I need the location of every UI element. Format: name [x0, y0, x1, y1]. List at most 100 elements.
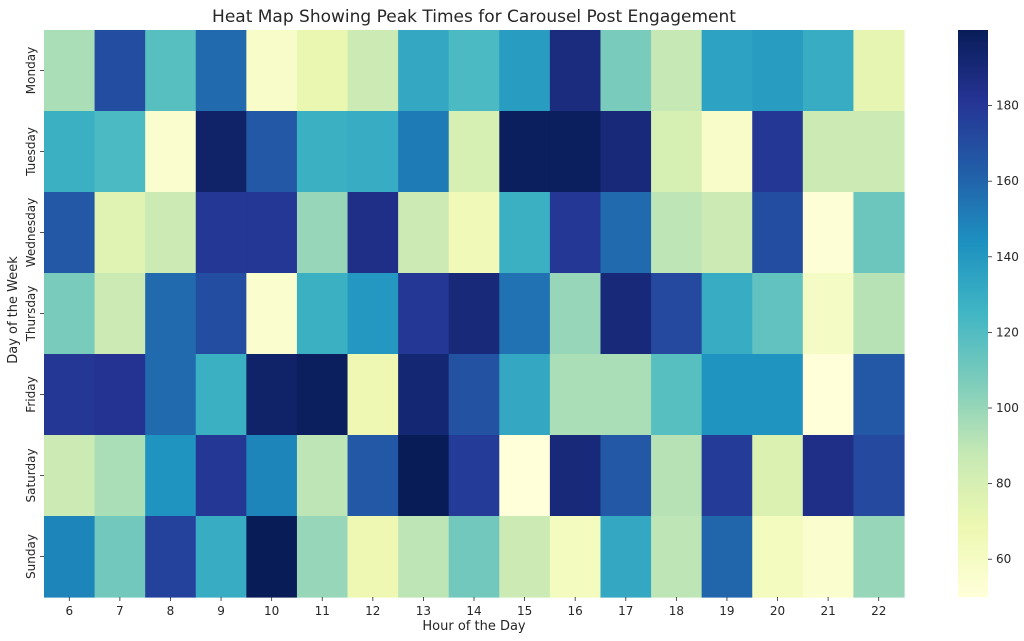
heatmap-cell: [651, 273, 703, 355]
heatmap-cell: [701, 273, 753, 355]
heatmap-cell: [94, 273, 146, 355]
y-tick-label: Sunday: [24, 534, 38, 579]
heatmap-cell: [802, 516, 855, 598]
heatmap-cell: [853, 30, 905, 112]
colorbar-tick-label: 80: [996, 477, 1011, 491]
heatmap-cell: [853, 435, 905, 517]
heatmap-cell: [398, 111, 450, 193]
heatmap-cell: [802, 354, 855, 436]
x-axis-label: Hour of the Day: [422, 619, 526, 634]
heatmap-cell: [853, 192, 905, 274]
heatmap-cell: [44, 354, 96, 436]
heatmap-cell: [44, 435, 96, 517]
heatmap-cell: [398, 435, 450, 517]
y-tick-label: Saturday: [24, 448, 38, 502]
y-tick-label: Friday: [24, 376, 38, 412]
y-tick-label: Tuesday: [24, 127, 38, 177]
heatmap-cell: [701, 192, 753, 274]
heatmap-cell: [145, 30, 197, 112]
y-tick-label: Wednesday: [24, 198, 38, 267]
colorbar-tick-label: 120: [996, 325, 1019, 339]
x-tick-label: 22: [871, 604, 886, 618]
heatmap-cell: [347, 435, 399, 517]
heatmap-cell: [600, 273, 652, 355]
heatmap-cell: [802, 435, 855, 517]
x-tick-label: 13: [416, 604, 431, 618]
heatmap-cell: [549, 273, 602, 355]
heatmap-cell: [94, 30, 146, 112]
heatmap-cell: [752, 30, 804, 112]
heatmap-cell: [195, 111, 247, 193]
heatmap-cell: [398, 30, 450, 112]
x-axis: 6 7 8 9 10 11 12 13 14 15 16 17 18 19 20 21 22: [65, 597, 886, 618]
heatmap-cell: [600, 30, 652, 112]
heatmap-cell: [398, 273, 450, 355]
heatmap-cell: [549, 111, 602, 193]
x-tick-label: 19: [719, 604, 734, 618]
heatmap-cell: [145, 435, 197, 517]
heatmap-cell: [145, 111, 197, 193]
heatmap-cell: [296, 192, 349, 274]
heatmap-cell: [549, 192, 602, 274]
heatmap-cells: [44, 30, 905, 598]
x-tick-label: 11: [315, 604, 330, 618]
y-axis: Monday Tuesday Wednesday Thursday Friday Satu…: [24, 47, 44, 579]
heatmap-cell: [499, 192, 551, 274]
heatmap-cell: [802, 273, 855, 355]
heatmap-cell: [752, 192, 804, 274]
heatmap-cell: [752, 111, 804, 193]
heatmap-cell: [398, 192, 450, 274]
heatmap-cell: [44, 30, 96, 112]
x-tick-label: 10: [264, 604, 279, 618]
y-axis-label: Day of the Week: [6, 256, 21, 364]
heatmap-cell: [499, 273, 551, 355]
heatmap-cell: [195, 354, 247, 436]
heatmap-cell: [651, 30, 703, 112]
x-tick-label: 9: [217, 604, 225, 618]
heatmap-cell: [347, 192, 399, 274]
heatmap-cell: [246, 435, 298, 517]
heatmap-cell: [246, 354, 298, 436]
heatmap-cell: [347, 516, 399, 598]
heatmap-cell: [549, 435, 602, 517]
heatmap-cell: [701, 516, 753, 598]
heatmap-cell: [195, 30, 247, 112]
heatmap-cell: [296, 30, 349, 112]
heatmap-cell: [549, 30, 602, 112]
colorbar-ticks: 60 80 100 120 140 160 180: [988, 99, 1019, 566]
y-tick-label: Thursday: [24, 286, 38, 343]
heatmap-cell: [802, 30, 855, 112]
heatmap-cell: [448, 354, 500, 436]
heatmap-cell: [145, 516, 197, 598]
heatmap-cell: [701, 30, 753, 112]
heatmap-cell: [549, 354, 602, 436]
heatmap-cell: [44, 111, 96, 193]
heatmap-cell: [246, 192, 298, 274]
colorbar-tick-label: 160: [996, 174, 1019, 188]
heatmap-cell: [651, 516, 703, 598]
heatmap-cell: [347, 30, 399, 112]
heatmap-cell: [296, 111, 349, 193]
heatmap-cell: [347, 354, 399, 436]
heatmap-cell: [499, 111, 551, 193]
heatmap-cell: [94, 354, 146, 436]
heatmap-cell: [398, 354, 450, 436]
heatmap-cell: [296, 435, 349, 517]
heatmap-cell: [752, 273, 804, 355]
heatmap-cell: [448, 516, 500, 598]
heatmap-cell: [499, 30, 551, 112]
heatmap-cell: [853, 273, 905, 355]
heatmap-cell: [448, 435, 500, 517]
heatmap-cell: [448, 30, 500, 112]
heatmap-cell: [600, 192, 652, 274]
heatmap-cell: [651, 111, 703, 193]
heatmap-cell: [853, 354, 905, 436]
x-tick-label: 14: [466, 604, 481, 618]
colorbar-tick-label: 140: [996, 250, 1019, 264]
heatmap-cell: [499, 516, 551, 598]
heatmap-cell: [94, 192, 146, 274]
heatmap-cell: [195, 435, 247, 517]
heatmap-cell: [448, 273, 500, 355]
heatmap-cell: [448, 111, 500, 193]
